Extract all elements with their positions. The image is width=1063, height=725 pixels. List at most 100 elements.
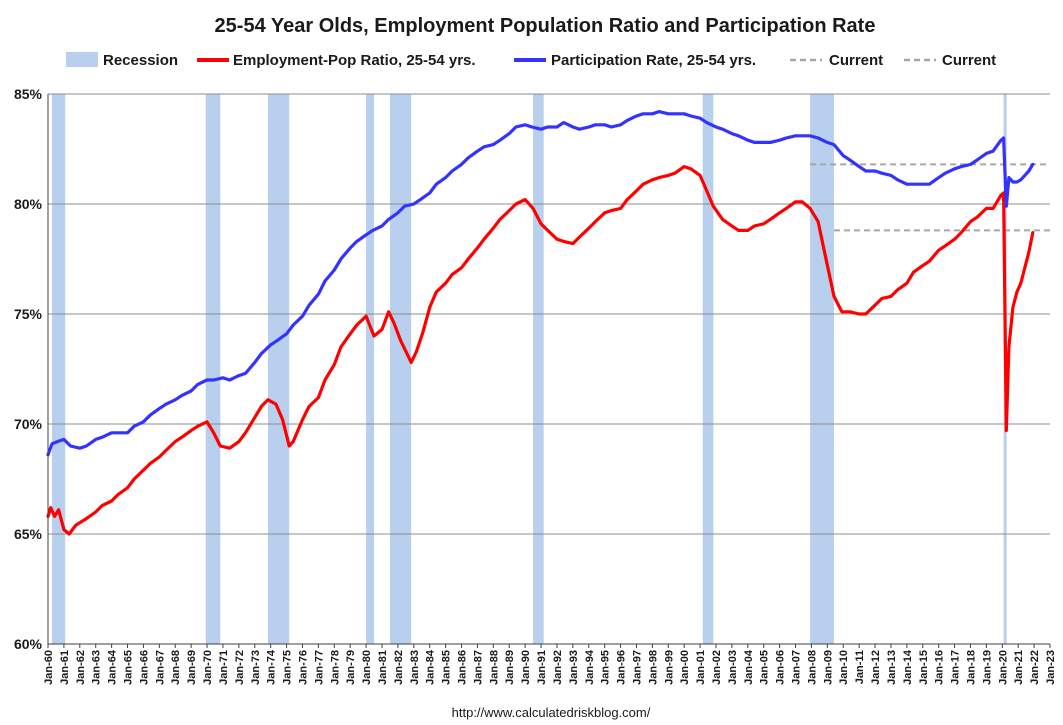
recession-band (366, 94, 375, 644)
recession-band (810, 94, 834, 644)
chart-title: 25-54 Year Olds, Employment Population R… (215, 15, 876, 37)
x-tick-label: Jan-05 (759, 650, 771, 685)
x-tick-label: Jan-82 (393, 650, 405, 685)
x-tick-label: Jan-00 (679, 650, 691, 685)
legend: Recession Employment-Pop Ratio, 25-54 yrs… (66, 52, 996, 69)
x-tick-label: Jan-91 (536, 650, 548, 685)
x-tick-label: Jan-95 (600, 650, 612, 685)
x-tick-label: Jan-01 (695, 650, 707, 685)
x-tick-label: Jan-76 (297, 650, 309, 685)
x-tick-label: Jan-15 (918, 650, 930, 685)
x-tick-label: Jan-23 (1045, 650, 1057, 685)
x-tick-label: Jan-65 (123, 650, 135, 685)
x-tick-label: Jan-72 (234, 650, 246, 685)
x-tick-label: Jan-64 (107, 649, 119, 685)
x-tick-label: Jan-08 (806, 650, 818, 685)
x-tick-label: Jan-09 (822, 650, 834, 685)
y-tick-label: 85% (14, 86, 43, 102)
x-tick-label: Jan-74 (266, 649, 278, 685)
x-tick-label: Jan-73 (250, 650, 262, 685)
x-tick-label: Jan-11 (854, 650, 866, 684)
x-tick-label: Jan-97 (631, 650, 643, 685)
x-tick-label: Jan-75 (282, 650, 294, 685)
x-tick-label: Jan-67 (154, 650, 166, 685)
x-tick-label: Jan-79 (345, 650, 357, 685)
x-tick-label: Jan-22 (1029, 650, 1041, 685)
x-tick-label: Jan-83 (409, 650, 421, 685)
recession-band (533, 94, 544, 644)
plot-background (48, 94, 1050, 644)
series-line-participation-rate-25-54-yrs (46, 110, 1035, 457)
legend-item-current: Current (790, 52, 883, 69)
x-tick-label: Jan-78 (329, 650, 341, 685)
x-tick-label: Jan-68 (170, 650, 182, 685)
current-reference-lines (810, 163, 1050, 232)
x-tick-label: Jan-98 (647, 650, 659, 685)
x-tick-label: Jan-85 (441, 650, 453, 685)
x-tick-label: Jan-88 (488, 650, 500, 685)
y-tick-label: 65% (14, 526, 43, 542)
x-tick-label: Jan-60 (43, 650, 55, 685)
recession-band (268, 94, 290, 644)
y-tick-labels: 60% 65% 70% 75% 80% 85% (14, 86, 43, 652)
x-tick-label: Jan-17 (950, 650, 962, 685)
series-lines (46, 110, 1035, 536)
y-tick-label: 60% (14, 636, 43, 652)
x-tick-label: Jan-87 (472, 650, 484, 685)
x-tick-label: Jan-93 (568, 650, 580, 685)
x-tick-label: Jan-06 (775, 650, 787, 685)
series-line-employment-pop-ratio-25-54-yrs (46, 165, 1035, 536)
x-tick-label: Jan-10 (838, 650, 850, 685)
legend-swatch (66, 52, 98, 67)
x-tick-label: Jan-94 (584, 649, 596, 685)
x-tick-label: Jan-92 (552, 650, 564, 685)
x-tick-label: Jan-77 (313, 650, 325, 685)
y-tick-label: 75% (14, 306, 43, 322)
x-tick-label: Jan-66 (138, 650, 150, 685)
x-tick-label: Jan-18 (965, 650, 977, 685)
x-tick-label: Jan-81 (377, 650, 389, 685)
x-tick-label: Jan-16 (934, 650, 946, 685)
x-tick-label: Jan-03 (727, 650, 739, 685)
recession-band (51, 94, 66, 644)
x-tick-label: Jan-13 (886, 650, 898, 685)
x-tick-label: Jan-99 (663, 650, 675, 685)
x-tick-label: Jan-14 (902, 649, 914, 685)
legend-item-recession: Recession (66, 52, 178, 69)
x-tick-label: Jan-20 (997, 650, 1009, 685)
x-tick-label: Jan-90 (520, 650, 532, 685)
y-tick-label: 80% (14, 196, 43, 212)
x-tick-label: Jan-62 (75, 650, 87, 685)
legend-label: Current (942, 52, 996, 69)
recession-band (702, 94, 714, 644)
x-tick-label: Jan-19 (981, 650, 993, 685)
x-tick-label: Jan-63 (91, 650, 103, 685)
plot-area (48, 94, 1050, 644)
x-tick-label: Jan-71 (218, 650, 230, 685)
legend-label: Employment-Pop Ratio, 25-54 yrs. (233, 52, 476, 69)
x-tick-label: Jan-96 (616, 650, 628, 685)
recession-band (205, 94, 221, 644)
x-tick-label: Jan-86 (457, 650, 469, 685)
legend-label: Current (829, 52, 883, 69)
x-tick-label: Jan-84 (425, 649, 437, 685)
x-tick-label: Jan-61 (59, 650, 71, 685)
legend-item-employment-pop-ratio-25-54-yrs: Employment-Pop Ratio, 25-54 yrs. (197, 52, 476, 69)
x-tick-label: Jan-69 (186, 650, 198, 685)
axes (47, 94, 1051, 648)
legend-label: Recession (103, 52, 178, 69)
x-tick-label: Jan-04 (743, 649, 755, 685)
x-tick-label: Jan-02 (711, 650, 723, 685)
y-tick-label: 70% (14, 416, 43, 432)
recession-band (389, 94, 412, 644)
x-tick-label: Jan-89 (504, 650, 516, 685)
legend-item-participation-rate-25-54-yrs: Participation Rate, 25-54 yrs. (514, 52, 756, 69)
x-tick-label: Jan-70 (202, 650, 214, 685)
x-tick-label: Jan-12 (870, 650, 882, 685)
legend-label: Participation Rate, 25-54 yrs. (551, 52, 756, 69)
x-tick-labels: Jan-60 Jan-61 Jan-62 Jan-63 Jan-64 Jan-65 Jan-… (43, 649, 1057, 685)
x-tick-label: Jan-80 (361, 650, 373, 685)
legend-item-current: Current (904, 52, 996, 69)
